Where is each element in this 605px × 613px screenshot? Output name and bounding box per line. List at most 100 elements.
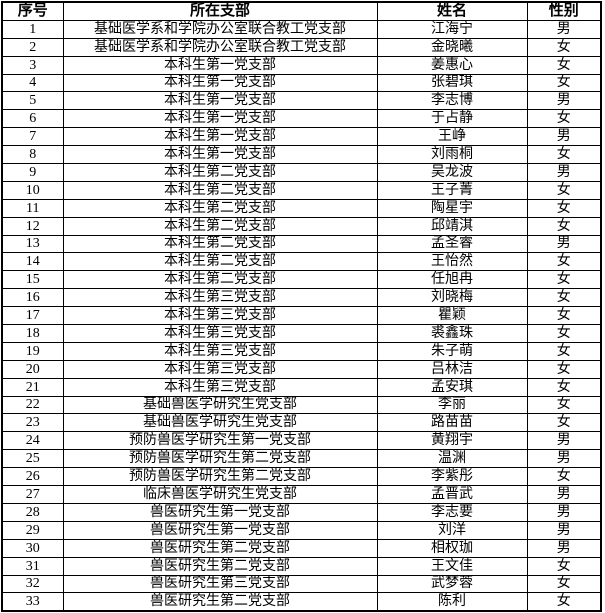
cell-index: 1 — [1, 19, 64, 39]
cell-branch: 本科生第二党支部 — [62, 234, 378, 254]
table-row: 11 本科生第二党支部 陶星宇女 — [1, 198, 602, 218]
cell-gender: 男 — [526, 234, 602, 254]
cell-name: 李志博 — [376, 91, 528, 111]
cell-name: 王子菁 — [376, 180, 528, 200]
cell-gender: 女 — [526, 270, 602, 290]
cell-gender: 男 — [526, 127, 602, 147]
cell-name: 任旭冉 — [376, 270, 528, 290]
table-row: 15 本科生第二党支部 任旭冉女 — [1, 270, 602, 290]
table-row: 5 本科生第一党支部 李志博男 — [1, 91, 602, 111]
cell-name: 王怡然 — [376, 252, 528, 272]
table-row: 18 本科生第三党支部 裘鑫珠女 — [1, 324, 602, 343]
cell-index: 25 — [1, 449, 64, 469]
table-row: 33 兽医研究生第二党支部 陈利女 — [1, 592, 602, 612]
cell-gender: 女 — [526, 55, 602, 75]
cell-name: 武梦蓉 — [376, 574, 528, 594]
cell-branch: 本科生第三党支部 — [62, 341, 378, 361]
cell-name: 黄翔宇 — [376, 431, 528, 451]
table-row: 31 兽医研究生第二党支部 王文佳女 — [1, 556, 602, 576]
cell-gender: 女 — [526, 413, 602, 433]
cell-name: 于占静 — [376, 109, 528, 129]
cell-index: 26 — [1, 467, 64, 487]
cell-index: 33 — [1, 592, 64, 612]
cell-name: 陶星宇 — [376, 198, 528, 218]
cell-index: 16 — [1, 288, 64, 308]
cell-index: 2 — [1, 37, 64, 57]
cell-index: 10 — [1, 180, 64, 200]
table-row: 21 本科生第三党支部 孟安琪女 — [1, 377, 602, 397]
cell-gender: 男 — [526, 431, 602, 451]
cell-name: 刘晓梅 — [376, 288, 528, 308]
cell-index: 20 — [1, 359, 64, 379]
cell-branch: 兽医研究生第二党支部 — [62, 592, 378, 612]
table-row: 14 本科生第二党支部 王怡然女 — [1, 252, 602, 272]
column-header-branch: 所在支部 — [62, 1, 378, 21]
cell-index: 12 — [1, 216, 64, 236]
table-row: 9 本科生第二党支部 吴龙波男 — [1, 163, 602, 182]
cell-name: 吕林洁 — [376, 359, 528, 379]
cell-index: 21 — [1, 377, 64, 397]
cell-name: 温渊 — [376, 449, 528, 469]
table-row: 19 本科生第三党支部 朱子萌女 — [1, 341, 602, 361]
cell-index: 22 — [1, 395, 64, 415]
cell-gender: 女 — [526, 324, 602, 343]
table-row: 13 本科生第二党支部 孟圣睿男 — [1, 234, 602, 254]
table-row: 6 本科生第一党支部 于占静女 — [1, 109, 602, 129]
cell-index: 3 — [1, 55, 64, 75]
cell-index: 32 — [1, 574, 64, 594]
cell-gender: 男 — [526, 538, 602, 558]
cell-branch: 基础兽医学研究生党支部 — [62, 413, 378, 433]
cell-branch: 预防兽医学研究生第一党支部 — [62, 431, 378, 451]
cell-index: 5 — [1, 91, 64, 111]
cell-branch: 本科生第一党支部 — [62, 73, 378, 93]
cell-name: 王文佳 — [376, 556, 528, 576]
cell-branch: 基础医学系和学院办公室联合教工党支部 — [62, 37, 378, 57]
cell-index: 9 — [1, 163, 64, 182]
cell-name: 刘雨桐 — [376, 145, 528, 165]
table-row: 32 兽医研究生第三党支部 武梦蓉女 — [1, 574, 602, 594]
cell-index: 30 — [1, 538, 64, 558]
cell-name: 李志要 — [376, 502, 528, 522]
cell-name: 金晓曦 — [376, 37, 528, 57]
table-row: 27 临床兽医学研究生党支部 孟晋武男 — [1, 485, 602, 504]
cell-branch: 本科生第二党支部 — [62, 216, 378, 236]
cell-name: 孟圣睿 — [376, 234, 528, 254]
table-row: 30 兽医研究生第二党支部 相权珈男 — [1, 538, 602, 558]
table-row: 1 基础医学系和学院办公室联合教工党支部 江海宁男 — [1, 19, 602, 39]
cell-name: 裘鑫珠 — [376, 324, 528, 343]
cell-name: 瞿颖 — [376, 306, 528, 326]
cell-gender: 男 — [526, 520, 602, 540]
cell-gender: 男 — [526, 91, 602, 111]
cell-index: 15 — [1, 270, 64, 290]
cell-gender: 女 — [526, 180, 602, 200]
cell-gender: 女 — [526, 198, 602, 218]
cell-gender: 男 — [526, 163, 602, 182]
cell-name: 刘洋 — [376, 520, 528, 540]
cell-index: 27 — [1, 485, 64, 504]
table-row: 12 本科生第二党支部 邱靖淇女 — [1, 216, 602, 236]
table-row: 8 本科生第一党支部 刘雨桐女 — [1, 145, 602, 165]
cell-index: 6 — [1, 109, 64, 129]
table-row: 28 兽医研究生第一党支部 李志要男 — [1, 502, 602, 522]
cell-gender: 女 — [526, 377, 602, 397]
table-row: 4 本科生第一党支部 张碧琪女 — [1, 73, 602, 93]
cell-gender: 女 — [526, 306, 602, 326]
cell-gender: 女 — [526, 574, 602, 594]
cell-index: 8 — [1, 145, 64, 165]
cell-name: 孟晋武 — [376, 485, 528, 504]
column-header-name: 姓名 — [376, 1, 528, 21]
table-row: 25 预防兽医学研究生第二党支部 温渊男 — [1, 449, 602, 469]
cell-gender: 男 — [526, 485, 602, 504]
cell-gender: 男 — [526, 19, 602, 39]
cell-name: 吴龙波 — [376, 163, 528, 182]
cell-index: 14 — [1, 252, 64, 272]
header-row: 序号 所在支部 姓名 性别 — [1, 1, 602, 21]
table-row: 3 本科生第一党支部 姜惠心女 — [1, 55, 602, 75]
cell-branch: 兽医研究生第一党支部 — [62, 502, 378, 522]
cell-branch: 本科生第二党支部 — [62, 163, 378, 182]
cell-gender: 男 — [526, 502, 602, 522]
table-row: 10 本科生第二党支部 王子菁女 — [1, 180, 602, 200]
cell-gender: 女 — [526, 467, 602, 487]
